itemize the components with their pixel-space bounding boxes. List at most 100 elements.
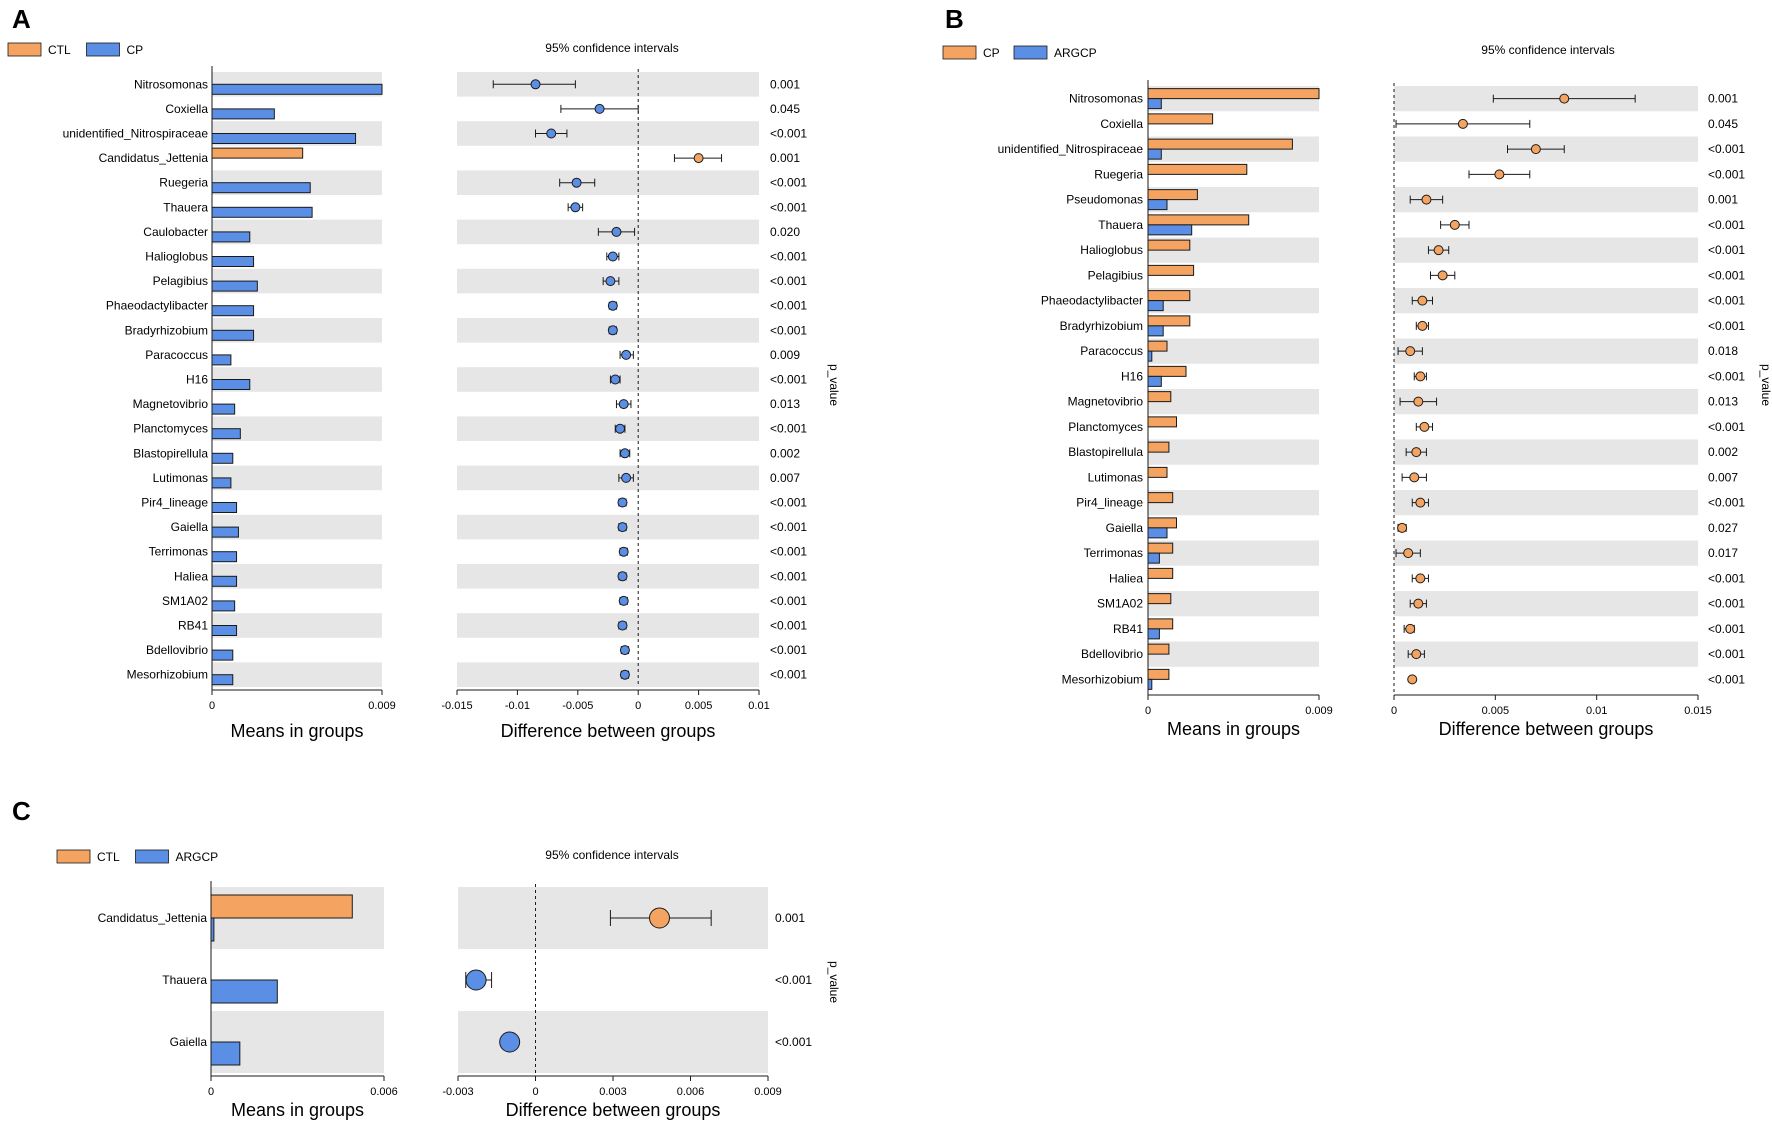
bar-cp: [211, 502, 238, 513]
p-value: <0.001: [770, 668, 807, 682]
p-value: 0.001: [775, 911, 805, 925]
bar-cp: [211, 108, 275, 120]
diff-tick-label: -0.005: [562, 700, 593, 712]
bar-argcp: [1147, 325, 1164, 337]
diff-point: [1403, 548, 1414, 559]
bar-argcp: [1147, 98, 1162, 110]
diff-band: [457, 662, 759, 687]
category-label: Planctomyces: [133, 422, 208, 436]
p-value: <0.001: [770, 496, 807, 510]
diff-point: [618, 595, 629, 606]
diff-point: [617, 522, 628, 533]
category-label: Thauera: [162, 973, 207, 987]
category-label: Pelagibius: [1088, 268, 1143, 282]
bar-cp: [1147, 542, 1174, 554]
category-label: Pelagibius: [153, 274, 208, 288]
bar-cp: [1147, 113, 1214, 125]
legend-label-cp: CP: [983, 46, 1000, 60]
means-band: [1148, 338, 1319, 364]
diff-point: [617, 571, 628, 582]
p-value: <0.001: [770, 520, 807, 534]
means-band: [1148, 490, 1319, 516]
diff-point: [607, 251, 618, 262]
p-value: <0.001: [1708, 622, 1745, 636]
diff-point: [1397, 522, 1408, 533]
category-label: unidentified_Nitrospiraceae: [998, 142, 1144, 156]
bar-cp: [1147, 593, 1172, 605]
means-band: [212, 465, 382, 491]
category-label: Ruegeria: [159, 176, 208, 190]
category-label: Haliea: [174, 569, 208, 583]
diff-point: [1494, 169, 1505, 180]
p-value: 0.013: [1708, 395, 1738, 409]
diff-point: [1409, 472, 1420, 483]
p-value: <0.001: [770, 545, 807, 559]
category-label: Magnetovibrio: [1068, 395, 1144, 409]
p-value: <0.001: [1708, 294, 1745, 308]
bar-argcp: [1147, 300, 1164, 312]
p-value: <0.001: [1708, 672, 1745, 686]
category-label: Ruegeria: [1094, 167, 1143, 181]
bar-cp: [1147, 517, 1177, 529]
ci-title: 95% confidence intervals: [545, 41, 678, 55]
diff-tick-label: 0: [1391, 705, 1397, 717]
bar-cp: [211, 674, 234, 686]
category-label: Pseudomonas: [1066, 193, 1143, 207]
p-value: 0.007: [1708, 470, 1738, 484]
bar-cp: [1147, 416, 1177, 428]
diff-point: [617, 497, 628, 508]
category-label: Mesorhizobium: [127, 668, 208, 682]
diff-point: [649, 907, 670, 929]
category-label: RB41: [1113, 622, 1143, 636]
means-band: [212, 564, 382, 589]
p-value: <0.001: [1708, 142, 1745, 156]
bar-cp: [1147, 264, 1195, 276]
category-label: Pir4_lineage: [1076, 496, 1143, 510]
bar-cp: [211, 256, 255, 267]
category-label: SM1A02: [1097, 597, 1143, 611]
means-band: [212, 613, 382, 638]
means-band: [1148, 389, 1319, 415]
legend-label-argcp: ARGCP: [176, 850, 219, 864]
bar-cp: [211, 182, 311, 194]
bar-cp: [211, 428, 241, 440]
p-value: <0.001: [770, 594, 807, 608]
bar-cp: [211, 526, 239, 538]
diff-point: [621, 472, 632, 483]
diff-point: [605, 276, 616, 287]
bar-cp: [1147, 365, 1187, 377]
bar-cp: [211, 625, 238, 636]
ci-title: 95% confidence intervals: [1481, 43, 1614, 57]
means-tick-label: 0.009: [1305, 705, 1333, 717]
category-label: Caulobacter: [143, 225, 208, 239]
diff-point: [1437, 270, 1448, 281]
category-label: Blastopirellula: [133, 446, 208, 460]
bar-cp: [1147, 214, 1250, 226]
category-label: Bdellovibrio: [146, 643, 208, 657]
bar-cp: [211, 83, 383, 95]
diff-point: [1411, 649, 1422, 660]
bar-argcp: [1147, 628, 1160, 640]
diff-point: [465, 969, 487, 991]
bar-cp: [1147, 567, 1174, 579]
bar-cp: [211, 600, 236, 612]
legend-swatch-ctl: [7, 42, 42, 57]
diff-band: [457, 613, 759, 638]
means-axis-title: Means in groups: [1167, 719, 1300, 739]
diff-tick-label: 0.005: [1482, 705, 1510, 717]
diff-tick-label: 0: [532, 1086, 538, 1098]
diff-band: [1394, 389, 1698, 415]
category-label: RB41: [178, 619, 208, 633]
bar-cp: [1147, 643, 1170, 655]
p-value: <0.001: [1708, 420, 1745, 434]
diff-band: [457, 170, 759, 195]
diff-band: [457, 465, 759, 491]
diff-point: [1413, 598, 1424, 609]
means-band: [1148, 439, 1319, 465]
panel-c: C CTL ARGCP 95% confidence intervals Candid…: [12, 796, 841, 1120]
bar-cp: [1147, 441, 1170, 453]
diff-tick-label: 0.005: [685, 700, 713, 712]
category-label: Paracoccus: [145, 348, 208, 362]
category-label: Coxiella: [165, 102, 208, 116]
bar-argcp: [1147, 678, 1153, 690]
